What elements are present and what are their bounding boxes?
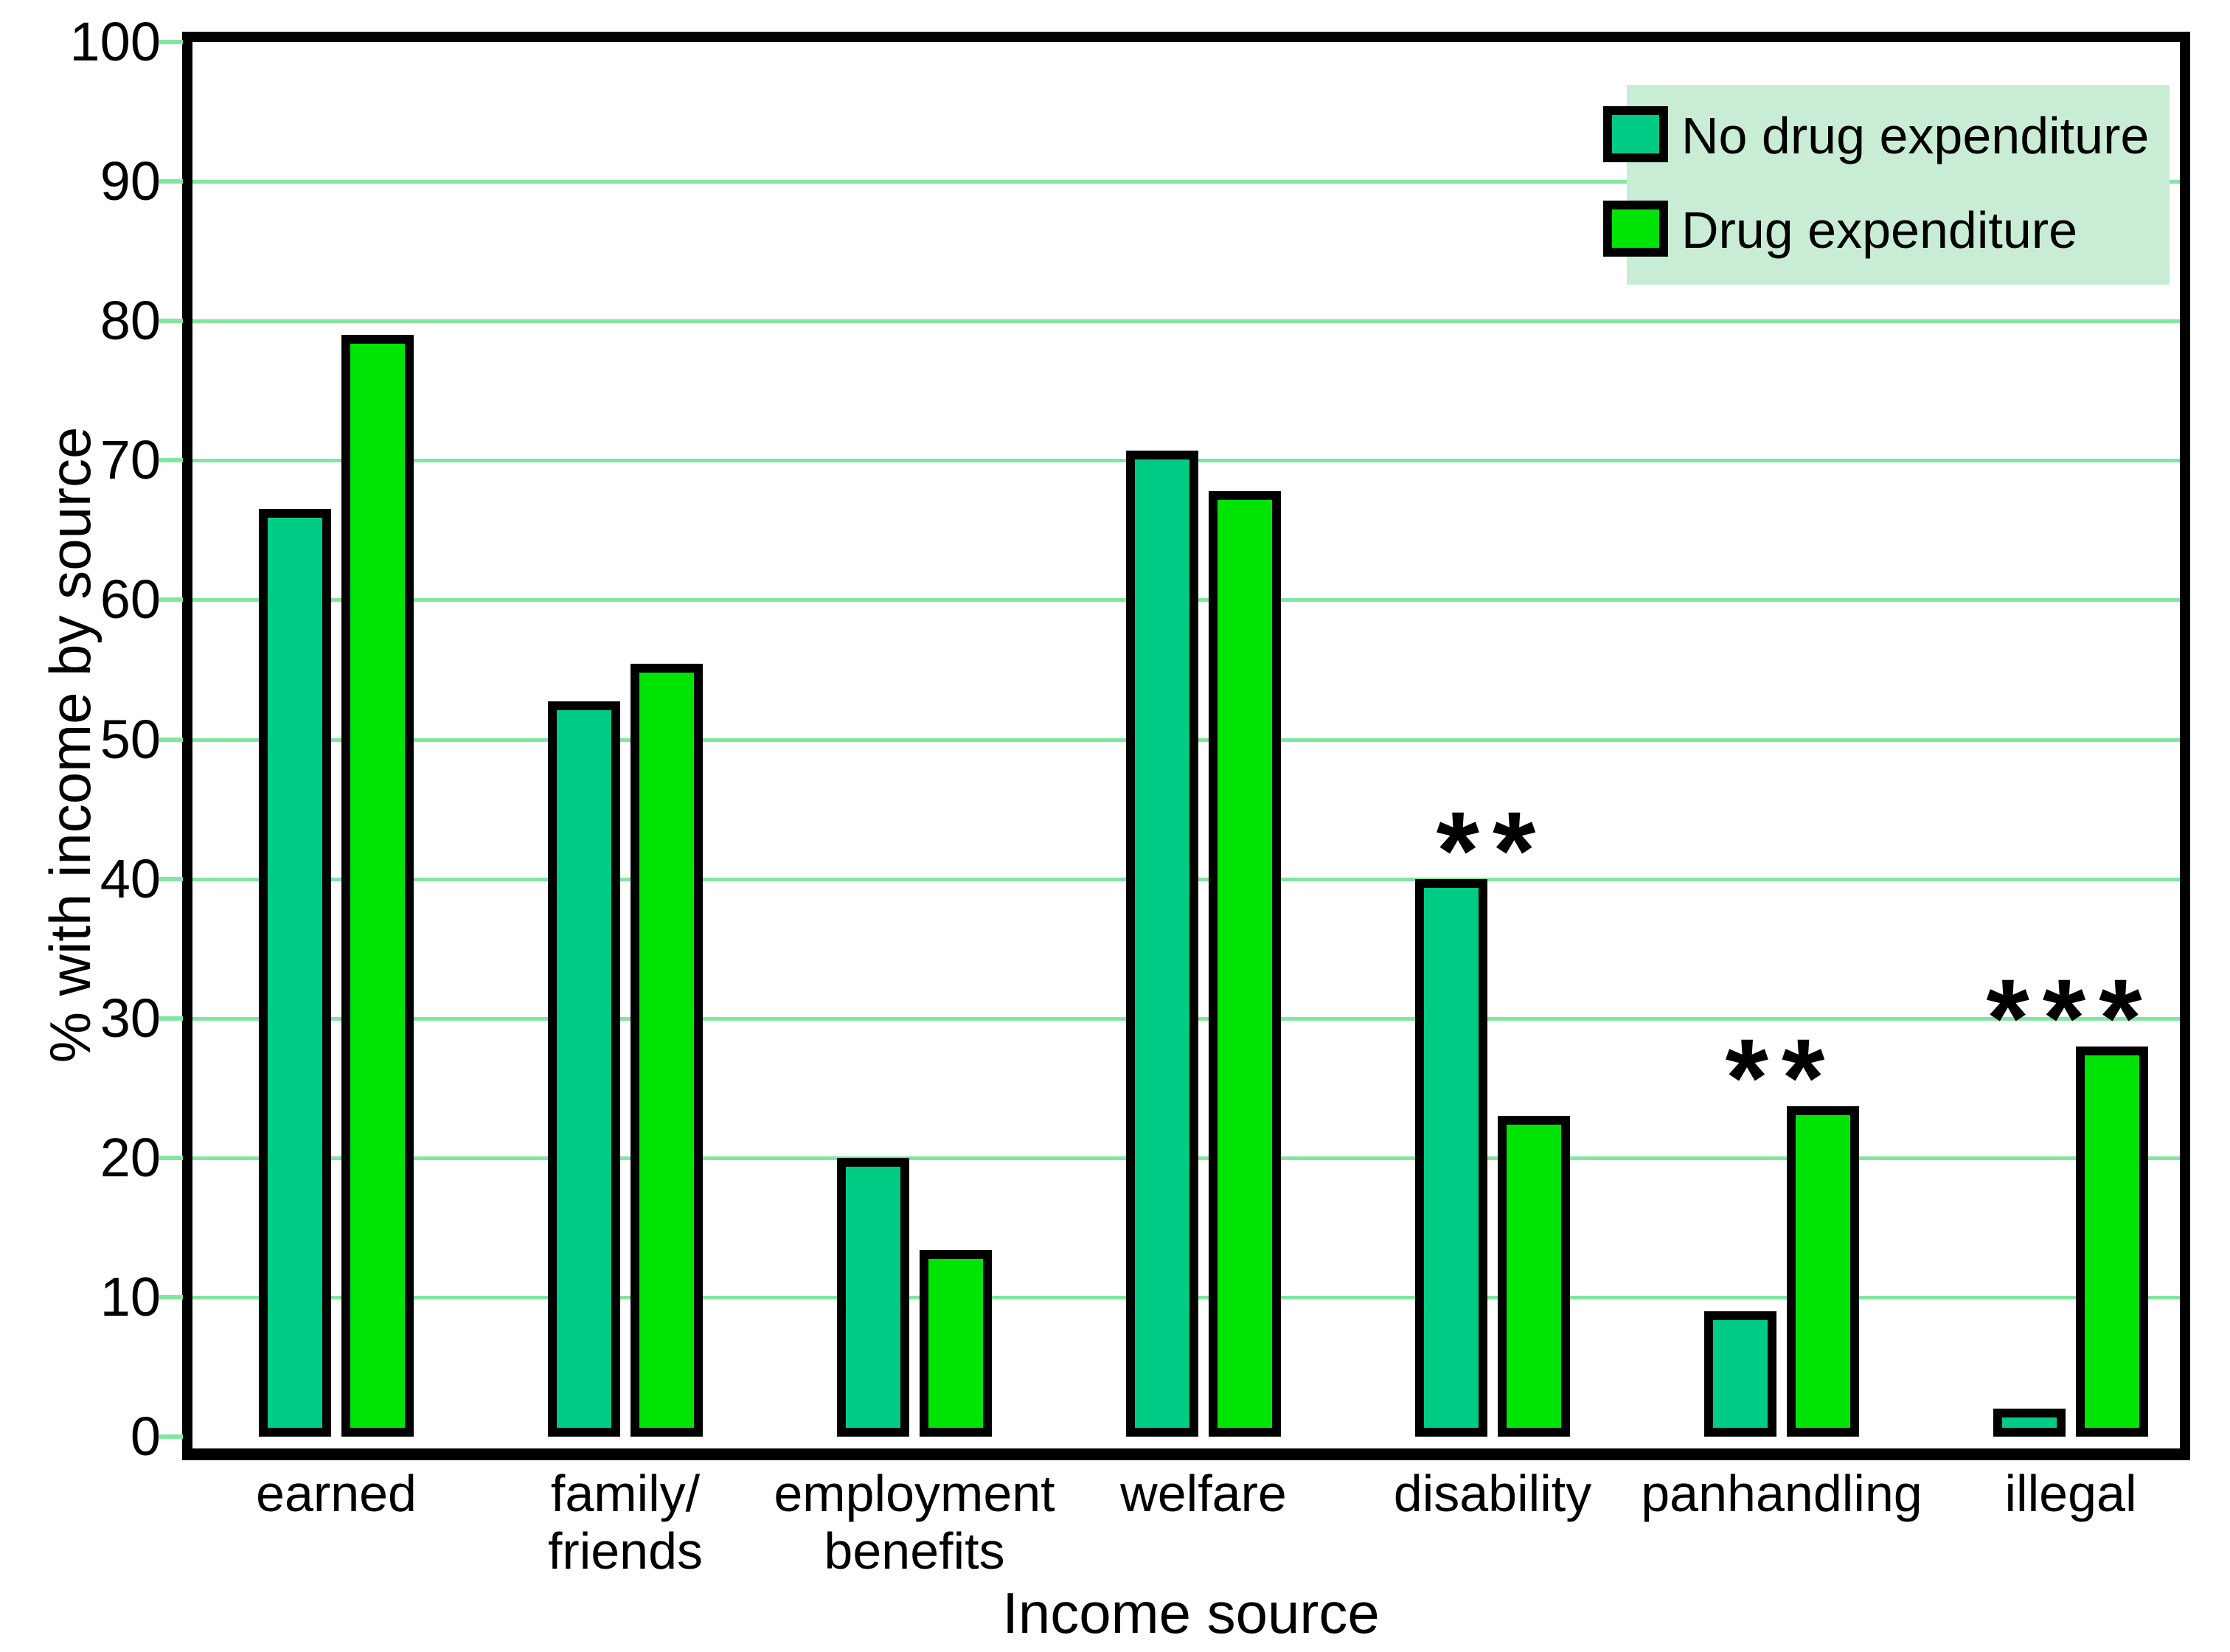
bar-employment-benefits-drug (920, 1250, 992, 1437)
bar-illegal-drug (2076, 1047, 2148, 1437)
significance-illegal: *** (1986, 956, 2156, 1080)
y-tick-20 (159, 1156, 183, 1160)
y-tick-100 (159, 40, 183, 44)
y-tick-label-100: 100 (69, 11, 161, 72)
y-tick-50 (159, 738, 183, 742)
y-tick-70 (159, 458, 183, 462)
bar-disability-no-drug (1415, 879, 1487, 1437)
y-tick-40 (159, 877, 183, 881)
gridline-80 (192, 319, 2180, 323)
y-tick-label-30: 30 (100, 988, 161, 1049)
legend (1627, 85, 2170, 285)
category-label-family: family/ friends (547, 1465, 704, 1580)
bar-earned-drug (341, 335, 414, 1437)
bar-employment-benefits-no-drug (837, 1158, 909, 1437)
gridline-90 (192, 180, 2180, 184)
significance-panhandling: ** (1725, 1016, 1838, 1139)
bar-family--friends-no-drug (548, 701, 620, 1437)
y-tick-label-60: 60 (100, 569, 161, 630)
bar-family--friends-drug (631, 664, 703, 1437)
y-tick-0 (159, 1434, 183, 1439)
bar-panhandling-no-drug (1704, 1311, 1776, 1437)
category-label-illegal: illegal (2004, 1465, 2137, 1522)
category-label-disability: disability (1393, 1465, 1592, 1522)
category-label-panhandling: panhandling (1641, 1465, 1922, 1522)
y-axis-title: % with income by source (38, 426, 103, 1063)
x-axis-title: Income source (1002, 1580, 1380, 1645)
legend-label-no-drug-expenditure: No drug expenditure (1681, 107, 2150, 164)
bar-disability-drug (1498, 1116, 1570, 1437)
legend-swatch-no-drug-expenditure (1603, 106, 1668, 162)
y-tick-60 (159, 597, 183, 602)
y-tick-label-90: 90 (100, 150, 161, 212)
y-tick-label-80: 80 (100, 290, 161, 351)
bar-illegal-no-drug (1993, 1409, 2066, 1437)
category-label-earned: earned (256, 1465, 417, 1522)
y-tick-label-10: 10 (100, 1266, 161, 1328)
category-label-employment: employment benefits (774, 1465, 1055, 1580)
y-tick-10 (159, 1295, 183, 1299)
significance-disability: ** (1436, 788, 1549, 912)
legend-label-drug-expenditure: Drug expenditure (1681, 201, 2077, 259)
bar-welfare-drug (1209, 491, 1281, 1437)
legend-swatch-drug-expenditure (1603, 201, 1668, 257)
y-tick-label-0: 0 (130, 1406, 161, 1467)
y-tick-90 (159, 179, 183, 184)
y-tick-label-70: 70 (100, 429, 161, 490)
bar-earned-no-drug (259, 509, 331, 1437)
bar-panhandling-drug (1787, 1106, 1859, 1437)
category-label-welfare: welfare (1120, 1465, 1287, 1522)
y-tick-label-20: 20 (100, 1127, 161, 1188)
y-tick-30 (159, 1016, 183, 1021)
y-tick-label-50: 50 (100, 709, 161, 770)
bar-welfare-no-drug (1126, 451, 1198, 1437)
y-tick-label-40: 40 (100, 848, 161, 909)
plot-frame (182, 32, 2190, 1460)
y-tick-80 (159, 319, 183, 323)
